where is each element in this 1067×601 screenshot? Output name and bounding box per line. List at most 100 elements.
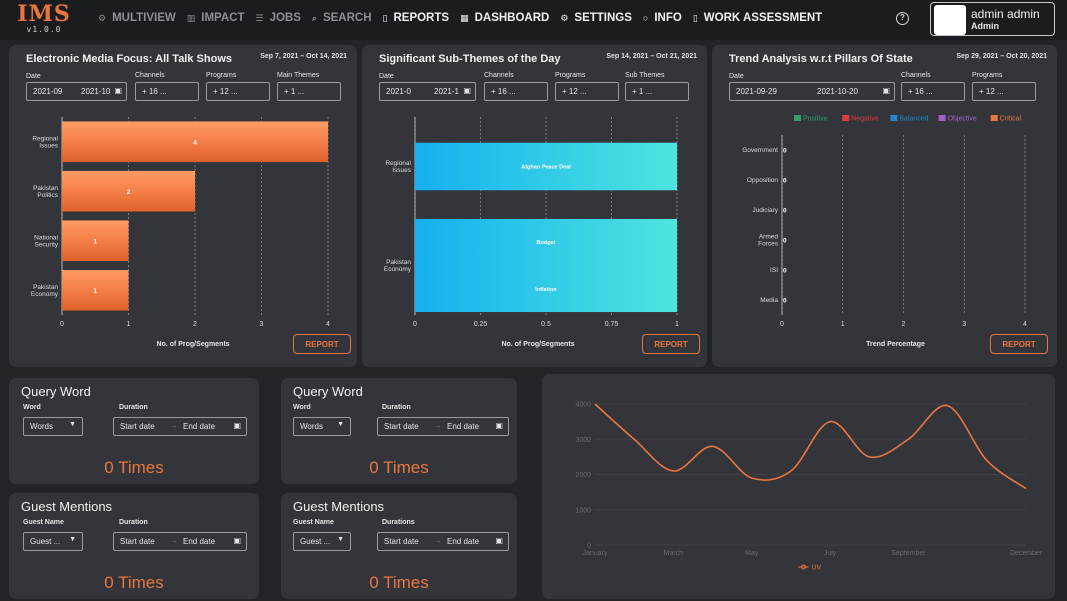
- start-date: Start date: [120, 422, 155, 431]
- nav-item-label: INFO: [654, 12, 682, 24]
- media-focus-chart: 0 1 2 3 4 4 Regional Issues 2 Pakistan Politics 1 Na…: [31, 117, 330, 348]
- x-tick-label: 4: [1023, 321, 1027, 328]
- nav-item-label: WORK ASSESSMENT: [703, 12, 823, 24]
- range-separator: →: [170, 536, 178, 545]
- report-button[interactable]: REPORT: [990, 334, 1048, 354]
- nav-item-multiview[interactable]: ⚙ MULTIVIEW: [98, 12, 176, 24]
- top-navbar: IMS v1.0.0 ⚙ MULTIVIEW ▥ IMPACT ☰ JOBS ⌕ SEARCH…: [0, 0, 1067, 40]
- guest-select[interactable]: Guest ... ▼: [23, 532, 83, 551]
- guest-select[interactable]: Guest ... ▼: [293, 532, 351, 551]
- date-range-picker[interactable]: 2021-09 2021-10 ▣: [26, 82, 127, 101]
- legend-swatch: [794, 115, 801, 121]
- themes-select[interactable]: + 1 ...: [277, 82, 341, 101]
- x-tick-label: 3: [260, 321, 264, 328]
- date-range-picker[interactable]: 2021-09-29 2021-10-20 ▣: [729, 82, 895, 101]
- channels-select[interactable]: + 16 ...: [135, 82, 199, 101]
- channels-select[interactable]: + 16 ...: [484, 82, 548, 101]
- date-from: 2021-09-29: [736, 87, 777, 96]
- card-title: Electronic Media Focus: All Talk Shows: [26, 53, 232, 65]
- word-label: Word: [23, 404, 41, 411]
- range-separator: →: [170, 421, 178, 430]
- logo-text: IMS: [17, 1, 71, 27]
- word-select[interactable]: Words ▼: [293, 417, 351, 436]
- programs-select[interactable]: + 12 ...: [555, 82, 619, 101]
- category-label: Media: [760, 297, 778, 304]
- report-button[interactable]: REPORT: [293, 334, 351, 354]
- category-label: Armed Forces: [758, 234, 779, 248]
- nav-item-label: SETTINGS: [574, 12, 632, 24]
- date-label: Date: [26, 73, 41, 80]
- calendar-icon: ▣: [233, 421, 241, 430]
- media-focus-card: Electronic Media Focus: All Talk Shows S…: [9, 45, 357, 367]
- nav-item-dashboard[interactable]: ▦ DASHBOARD: [460, 12, 549, 24]
- user-name: admin admin: [971, 7, 1040, 21]
- guest-mentions-card: Guest Mentions Guest Name Duration Guest…: [9, 493, 259, 599]
- word-select[interactable]: Words ▼: [23, 417, 83, 436]
- word-select-value: Words: [300, 422, 323, 431]
- x-axis-title: No. of Prog/Segments: [501, 341, 574, 348]
- x-tick-label: 0: [60, 321, 64, 328]
- y-tick-label: 3000: [575, 437, 591, 444]
- x-tick-label: March: [664, 550, 684, 557]
- date-range-picker[interactable]: 2021-0 2021-1 ▣: [379, 82, 476, 101]
- calendar-icon: ▣: [233, 536, 241, 545]
- nav-item-jobs[interactable]: ☰ JOBS: [256, 12, 301, 24]
- legend-swatch: [842, 115, 850, 121]
- start-date: Start date: [384, 422, 419, 431]
- nav-item-impact[interactable]: ▥ IMPACT: [187, 12, 245, 24]
- nav-item-label: JOBS: [269, 12, 301, 24]
- legend-label: Balanced: [899, 116, 928, 123]
- help-icon[interactable]: ?: [896, 12, 909, 25]
- programs-select[interactable]: + 12 ...: [206, 82, 270, 101]
- bar: [415, 265, 677, 313]
- card-title: Trend Analysis w.r.t Pillars Of State: [729, 53, 913, 65]
- uv-line-chart: 0 1000 2000 3000 4000 January March May July Sept…: [575, 402, 1043, 572]
- x-tick-label: 0.5: [541, 321, 551, 328]
- bar-value-label: 0: [783, 178, 787, 185]
- app-logo[interactable]: IMS v1.0.0: [16, 3, 72, 34]
- channels-select[interactable]: + 16 ...: [901, 82, 965, 101]
- nav-item-work-assessment[interactable]: ▯ WORK ASSESSMENT: [693, 12, 822, 24]
- chevron-down-icon: ▼: [337, 536, 344, 543]
- bar-label: Budget: [537, 240, 556, 246]
- duration-picker[interactable]: Start date → End date ▣: [113, 417, 247, 436]
- calendar-icon: ▣: [882, 86, 890, 95]
- duration-picker[interactable]: Start date → End date ▣: [377, 532, 509, 551]
- card-title: Query Word: [293, 384, 363, 399]
- x-tick-label: 3: [962, 321, 966, 328]
- end-date: End date: [183, 422, 216, 431]
- gear-icon: ⚙: [98, 12, 107, 23]
- user-menu[interactable]: admin admin Admin: [930, 2, 1055, 36]
- duration-picker[interactable]: Start date → End date ▣: [113, 532, 247, 551]
- x-tick-label: 1: [127, 321, 131, 328]
- duration-picker[interactable]: Start date → End date ▣: [377, 417, 509, 436]
- word-label: Word: [293, 404, 311, 411]
- nav-item-reports[interactable]: ▯ REPORTS: [383, 12, 450, 24]
- x-tick-label: December: [1010, 550, 1043, 557]
- file-icon: ▯: [692, 12, 698, 23]
- x-axis-title: No. of Prog/Segments: [156, 341, 229, 348]
- nav-item-settings[interactable]: ⚙ SETTINGS: [560, 12, 632, 24]
- x-tick-label: 0.25: [474, 321, 488, 328]
- category-label: Pakistan Politics: [33, 185, 59, 199]
- category-label: Pakistan Economy: [384, 259, 412, 273]
- x-axis-title: Trend Percentage: [866, 341, 925, 348]
- report-button[interactable]: REPORT: [642, 334, 700, 354]
- nav-item-info[interactable]: ○ INFO: [643, 12, 682, 24]
- x-tick-label: 2: [902, 321, 906, 328]
- programs-label: Programs: [206, 72, 237, 79]
- nav-item-search[interactable]: ⌕ SEARCH: [312, 12, 372, 24]
- bar-value-label: 0: [783, 208, 787, 215]
- date-from: 2021-09: [33, 87, 63, 96]
- bar-value-label: 0: [783, 298, 787, 305]
- category-label: Pakistan Economy: [31, 284, 59, 298]
- themes-label: Sub Themes: [625, 72, 665, 79]
- guest-name-label: Guest Name: [293, 519, 334, 526]
- nav-item-label: MULTIVIEW: [112, 12, 176, 24]
- bar: [62, 121, 328, 163]
- legend-label: Positive: [803, 116, 828, 123]
- category-label: National Security: [34, 234, 59, 248]
- programs-select[interactable]: + 12 ...: [972, 82, 1036, 101]
- sub-themes-select[interactable]: + 1 ...: [625, 82, 689, 101]
- x-tick-label: 1: [675, 321, 679, 328]
